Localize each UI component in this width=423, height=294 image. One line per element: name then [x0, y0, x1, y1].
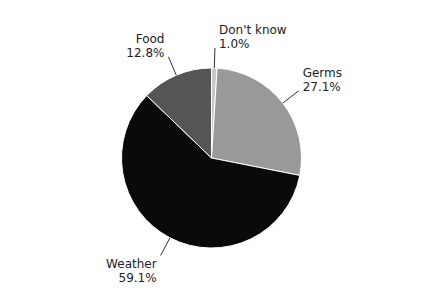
svg-text:Food12.8%: Food12.8%	[126, 32, 164, 60]
svg-text:Germs27.1%: Germs27.1%	[303, 66, 342, 94]
svg-text:Don't know1.0%: Don't know1.0%	[219, 23, 287, 51]
svg-text:Weather59.1%: Weather59.1%	[106, 257, 157, 285]
